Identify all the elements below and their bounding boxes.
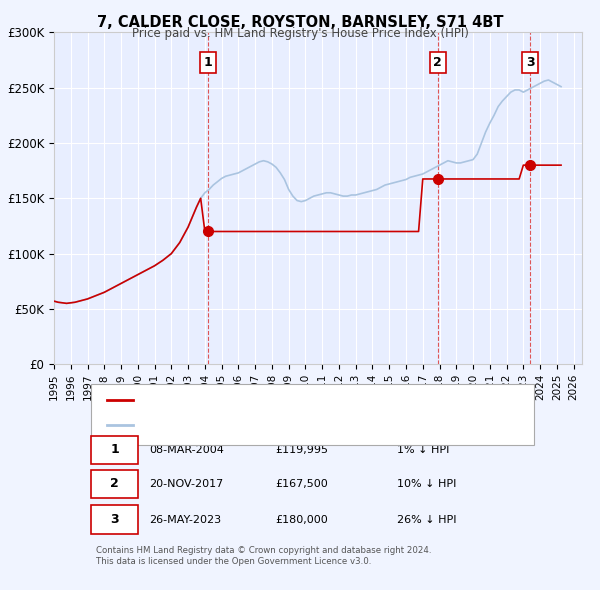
FancyBboxPatch shape [91, 384, 535, 444]
Text: 08-MAR-2004: 08-MAR-2004 [149, 445, 224, 455]
Text: Contains HM Land Registry data © Crown copyright and database right 2024.
This d: Contains HM Land Registry data © Crown c… [96, 546, 432, 566]
Text: 3: 3 [526, 56, 535, 69]
Text: 2: 2 [110, 477, 119, 490]
Text: 26% ↓ HPI: 26% ↓ HPI [397, 514, 457, 525]
Text: 10% ↓ HPI: 10% ↓ HPI [397, 479, 457, 489]
Text: 7, CALDER CLOSE, ROYSTON, BARNSLEY, S71 4BT: 7, CALDER CLOSE, ROYSTON, BARNSLEY, S71 … [97, 15, 503, 30]
Text: £180,000: £180,000 [276, 514, 329, 525]
Text: 3: 3 [110, 513, 119, 526]
Text: 2: 2 [433, 56, 442, 69]
Text: £167,500: £167,500 [276, 479, 329, 489]
Text: 20-NOV-2017: 20-NOV-2017 [149, 479, 223, 489]
Text: £119,995: £119,995 [276, 445, 329, 455]
FancyBboxPatch shape [91, 435, 139, 464]
Text: HPI: Average price, detached house, Barnsley: HPI: Average price, detached house, Barn… [144, 420, 371, 430]
Text: 1: 1 [203, 56, 212, 69]
Text: 7, CALDER CLOSE, ROYSTON, BARNSLEY, S71 4BT (detached house): 7, CALDER CLOSE, ROYSTON, BARNSLEY, S71 … [144, 395, 482, 405]
FancyBboxPatch shape [91, 470, 139, 498]
Text: 1% ↓ HPI: 1% ↓ HPI [397, 445, 449, 455]
Text: 1: 1 [110, 444, 119, 457]
FancyBboxPatch shape [91, 505, 139, 534]
Text: 26-MAY-2023: 26-MAY-2023 [149, 514, 221, 525]
Text: Price paid vs. HM Land Registry's House Price Index (HPI): Price paid vs. HM Land Registry's House … [131, 27, 469, 40]
